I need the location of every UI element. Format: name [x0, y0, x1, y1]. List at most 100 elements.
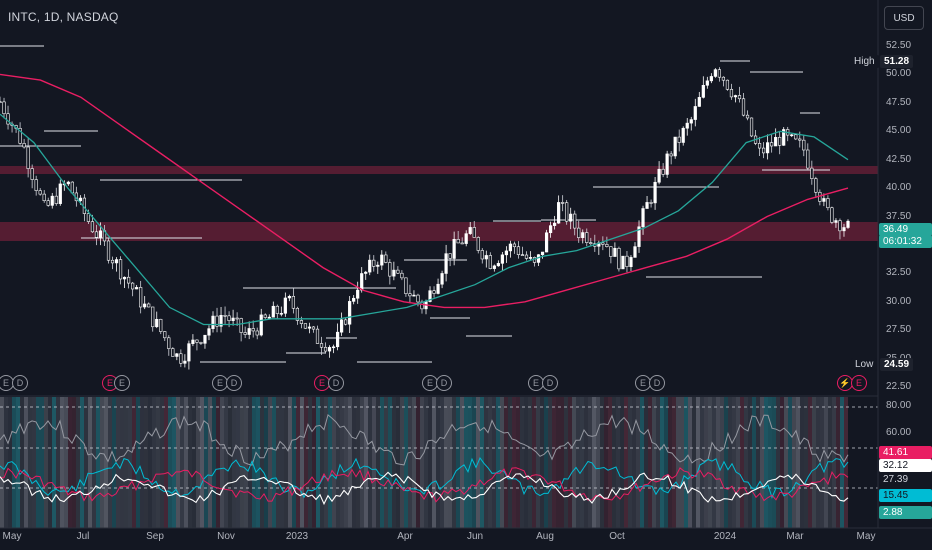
oscillator-band	[432, 397, 436, 528]
oscillator-band	[200, 397, 204, 528]
candle-body	[834, 220, 838, 223]
candle	[106, 238, 111, 264]
candle	[484, 250, 488, 268]
candle	[448, 253, 452, 267]
dividend-marker-icon[interactable]: D	[542, 375, 558, 391]
oscillator-band	[644, 397, 648, 528]
candle	[532, 256, 537, 267]
candle-body	[701, 84, 705, 98]
candle	[625, 251, 629, 273]
oscillator-band	[756, 397, 760, 528]
oscillator-band	[464, 397, 468, 528]
oscillator-band	[536, 397, 540, 528]
candle-body	[323, 346, 328, 352]
oscillator-band	[24, 397, 28, 528]
candle	[766, 134, 770, 160]
dividend-marker-icon[interactable]: D	[12, 375, 28, 391]
candle	[536, 254, 541, 267]
time-tick: Nov	[217, 531, 235, 542]
oscillator-band	[292, 397, 296, 528]
oscillator-band	[60, 397, 64, 528]
candle-body	[78, 197, 82, 202]
candle-body	[287, 296, 291, 299]
oscillator-band	[528, 397, 532, 528]
candle-body	[693, 106, 697, 120]
candle-body	[826, 198, 830, 209]
candle	[721, 76, 726, 87]
candle-body	[766, 142, 770, 154]
split-marker-icon[interactable]: ⚡	[837, 375, 853, 391]
oscillator-band	[668, 397, 672, 528]
time-tick: May	[2, 531, 22, 542]
earnings-marker-icon[interactable]: E	[114, 375, 130, 391]
oscillator-band	[552, 397, 556, 528]
candle-body	[356, 289, 360, 299]
candle	[38, 188, 42, 196]
oscillator-band	[364, 397, 368, 528]
candle-body	[219, 314, 223, 327]
candle-body	[741, 98, 746, 116]
candle-body	[70, 181, 74, 194]
candle	[452, 231, 456, 266]
candle-body	[822, 198, 826, 202]
dividend-marker-icon[interactable]: D	[328, 375, 344, 391]
high-value-badge: 51.28	[880, 55, 914, 68]
oscillator-band	[720, 397, 724, 528]
oscillator-band	[760, 397, 764, 528]
candle	[633, 242, 637, 258]
oscillator-band	[284, 397, 288, 528]
time-tick: Sep	[146, 531, 164, 542]
candle-body	[416, 294, 420, 303]
dividend-marker-icon[interactable]: D	[436, 375, 452, 391]
candle	[22, 138, 26, 149]
candle	[729, 83, 734, 100]
candle	[203, 334, 207, 349]
symbol-title[interactable]: INTC, 1D, NASDAQ	[8, 10, 119, 24]
candle	[263, 313, 267, 320]
candle	[66, 180, 70, 186]
oscillator-band	[92, 397, 96, 528]
candle	[34, 175, 38, 196]
candle	[376, 261, 380, 274]
candle-body	[673, 136, 677, 157]
candle	[400, 270, 404, 281]
time-tick: 2024	[713, 531, 737, 542]
oscillator-band	[84, 397, 88, 528]
candle-body	[114, 259, 119, 264]
candle-body	[215, 315, 219, 327]
oscillator-band	[512, 397, 516, 528]
candle	[384, 251, 388, 264]
time-tick: Oct	[609, 531, 625, 542]
candle	[2, 97, 6, 119]
oscillator-band	[56, 397, 60, 528]
candle	[372, 255, 376, 272]
price-tick: 42.50	[886, 153, 912, 165]
dividend-marker-icon[interactable]: D	[226, 375, 242, 391]
oscillator-band	[676, 397, 680, 528]
candle-body	[319, 343, 324, 348]
candle-body	[689, 119, 693, 124]
dividend-marker-icon[interactable]: D	[649, 375, 665, 391]
candle-body	[770, 142, 774, 147]
candle	[147, 302, 151, 308]
candle-body	[444, 253, 448, 274]
oscillator-band	[688, 397, 692, 528]
time-tick: Jul	[76, 531, 90, 542]
candle-body	[548, 225, 553, 234]
oscillator-band	[776, 397, 780, 528]
oscillator-band	[656, 397, 660, 528]
candle-body	[155, 318, 159, 328]
candle-body	[303, 323, 308, 329]
candle-body	[830, 207, 834, 223]
oscillator-band	[620, 397, 624, 528]
candle-body	[163, 331, 167, 339]
candles	[0, 67, 850, 370]
candle-body	[480, 250, 484, 260]
candle	[565, 199, 569, 225]
price-tick: 27.50	[886, 324, 912, 336]
earnings-marker-icon[interactable]: E	[851, 375, 867, 391]
candle-body	[223, 314, 227, 317]
currency-button[interactable]: USD	[884, 6, 924, 30]
oscillator-band	[580, 397, 584, 528]
